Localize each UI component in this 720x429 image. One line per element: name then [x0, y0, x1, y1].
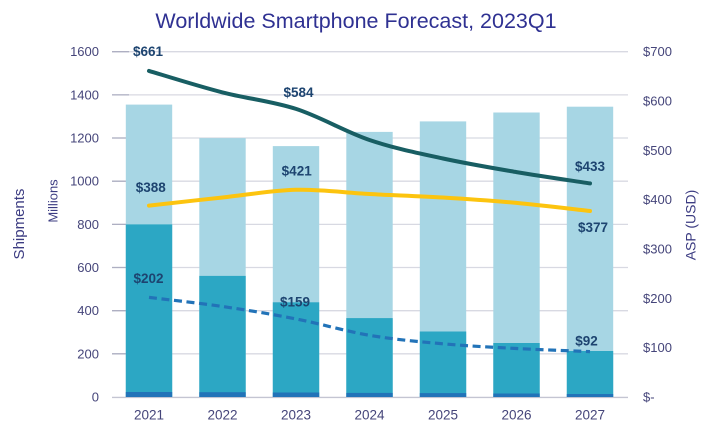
svg-text:$-: $- [643, 390, 655, 405]
svg-text:$421: $421 [282, 164, 313, 179]
svg-text:2023: 2023 [281, 408, 311, 423]
svg-text:0: 0 [92, 390, 99, 405]
svg-text:2024: 2024 [354, 408, 385, 423]
svg-text:1000: 1000 [70, 174, 99, 189]
svg-text:$100: $100 [643, 340, 672, 355]
svg-text:$500: $500 [643, 143, 672, 158]
svg-text:1600: 1600 [70, 44, 99, 59]
svg-text:ASP (USD): ASP (USD) [683, 190, 699, 261]
svg-text:$433: $433 [575, 159, 606, 174]
svg-text:$600: $600 [643, 94, 672, 109]
svg-text:$92: $92 [575, 334, 598, 349]
svg-text:2025: 2025 [428, 408, 458, 423]
svg-text:2021: 2021 [134, 408, 164, 423]
svg-text:Shipments: Shipments [11, 189, 28, 260]
svg-text:Millions: Millions [46, 179, 61, 223]
svg-text:$377: $377 [578, 220, 608, 235]
svg-text:2027: 2027 [575, 408, 605, 423]
svg-text:$700: $700 [643, 44, 672, 59]
svg-text:$300: $300 [643, 242, 672, 257]
svg-text:200: 200 [77, 346, 99, 361]
svg-text:$400: $400 [643, 192, 672, 207]
svg-text:$200: $200 [643, 291, 672, 306]
svg-text:2026: 2026 [501, 408, 531, 423]
svg-text:$388: $388 [136, 180, 167, 195]
svg-text:1200: 1200 [70, 131, 99, 146]
svg-text:$159: $159 [280, 295, 310, 310]
svg-text:Worldwide Smartphone Forecast,: Worldwide Smartphone Forecast, 2023Q1 [155, 9, 556, 33]
svg-text:$584: $584 [283, 85, 314, 100]
svg-text:2022: 2022 [207, 408, 237, 423]
svg-text:600: 600 [77, 260, 99, 275]
svg-text:$661: $661 [133, 44, 164, 59]
svg-text:400: 400 [77, 303, 99, 318]
svg-text:$202: $202 [133, 271, 163, 286]
svg-text:1400: 1400 [70, 87, 99, 102]
svg-text:800: 800 [77, 217, 99, 232]
